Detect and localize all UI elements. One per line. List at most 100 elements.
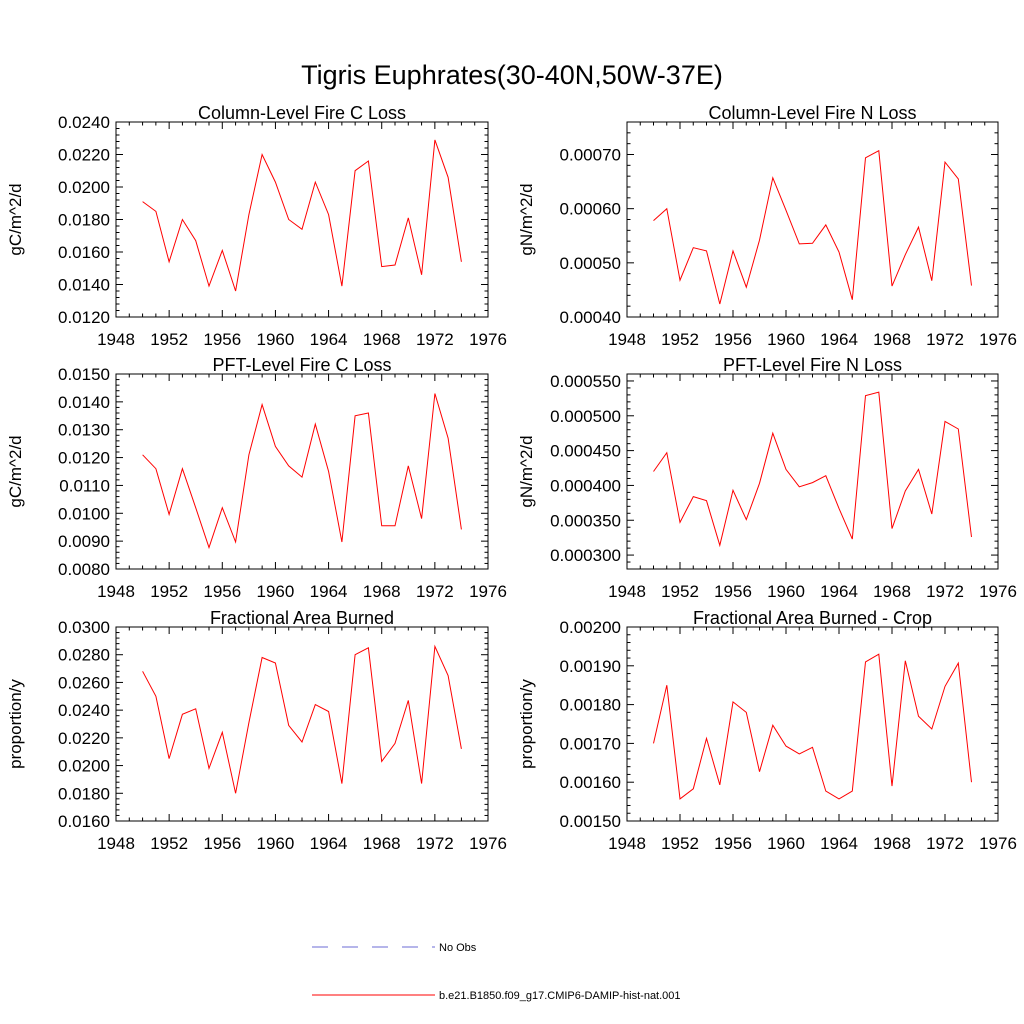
chart-panel-1: Column-Level Fire C Loss gC/m^2/d 1948 1952… — [6, 103, 507, 349]
legend-label: No Obs — [439, 942, 477, 954]
series-line — [142, 139, 462, 292]
chart-panel-4: PFT-Level Fire N Loss gN/m^2/d 1948 1952 195… — [517, 355, 1017, 601]
y-tick-label: 0.0140 — [58, 393, 110, 412]
panel-title: Column-Level Fire C Loss — [198, 103, 406, 123]
panel-title: PFT-Level Fire C Loss — [212, 355, 391, 375]
y-tick-label: 0.0300 — [58, 618, 110, 637]
series-line — [653, 391, 972, 548]
x-tick-label: 1956 — [714, 582, 752, 601]
x-tick-label: 1948 — [97, 330, 135, 349]
x-tick-label: 1964 — [820, 330, 858, 349]
y-tick-label: 0.00040 — [560, 308, 621, 327]
x-tick-label: 1952 — [661, 582, 699, 601]
y-tick-label: 0.00180 — [560, 696, 621, 715]
x-tick-label: 1956 — [203, 834, 241, 853]
y-tick-label: 0.0200 — [58, 757, 110, 776]
x-tick-label: 1972 — [926, 582, 964, 601]
series-line — [142, 644, 462, 794]
y-tick-label: 0.00190 — [560, 657, 621, 676]
panel-title: PFT-Level Fire N Loss — [723, 355, 902, 375]
x-tick-label: 1956 — [714, 834, 752, 853]
x-tick-label: 1968 — [363, 330, 401, 349]
x-tick-label: 1948 — [97, 582, 135, 601]
y-axis-label: proportion/y — [517, 679, 536, 769]
panel-title: Column-Level Fire N Loss — [708, 103, 916, 123]
x-tick-label: 1972 — [416, 582, 454, 601]
y-tick-label: 0.000400 — [550, 476, 621, 495]
x-tick-label: 1956 — [714, 330, 752, 349]
x-tick-label: 1968 — [363, 834, 401, 853]
x-tick-label: 1964 — [820, 834, 858, 853]
chart-panel-5: Fractional Area Burned proportion/y 1948 19… — [6, 608, 507, 853]
x-tick-label: 1952 — [150, 330, 188, 349]
y-tick-label: 0.0240 — [58, 701, 110, 720]
x-tick-label: 1968 — [873, 330, 911, 349]
y-tick-label: 0.0120 — [58, 449, 110, 468]
x-tick-label: 1952 — [150, 834, 188, 853]
x-tick-label: 1976 — [979, 834, 1017, 853]
y-tick-label: 0.00160 — [560, 773, 621, 792]
x-tick-label: 1968 — [873, 834, 911, 853]
panel-title: Fractional Area Burned — [210, 608, 394, 628]
y-tick-label: 0.0180 — [58, 211, 110, 230]
series-line — [653, 653, 972, 800]
x-tick-label: 1960 — [767, 834, 805, 853]
chart-panel-6: Fractional Area Burned - Crop proportion/… — [517, 608, 1017, 853]
figure-title: Tigris Euphrates(30-40N,50W-37E) — [301, 60, 723, 90]
plot-frame — [626, 121, 999, 318]
y-tick-label: 0.0220 — [58, 146, 110, 165]
legend-entry: No Obs — [312, 942, 477, 954]
y-tick-label: 0.00070 — [560, 146, 621, 165]
x-tick-label: 1960 — [767, 330, 805, 349]
x-tick-label: 1964 — [310, 834, 348, 853]
y-tick-label: 0.00150 — [560, 812, 621, 831]
x-tick-label: 1972 — [926, 330, 964, 349]
y-tick-label: 0.0260 — [58, 673, 110, 692]
x-tick-label: 1956 — [203, 330, 241, 349]
plot-frame — [115, 626, 489, 822]
chart-panel-2: Column-Level Fire N Loss gN/m^2/d 1948 1952… — [517, 103, 1017, 349]
y-tick-label: 0.000350 — [550, 511, 621, 530]
plot-frame — [626, 373, 999, 570]
y-tick-label: 0.0120 — [58, 308, 110, 327]
x-tick-label: 1972 — [416, 330, 454, 349]
y-tick-label: 0.0090 — [58, 532, 110, 551]
y-axis-label: gC/m^2/d — [6, 183, 25, 255]
plot-frame — [626, 626, 999, 822]
y-tick-label: 0.000550 — [550, 372, 621, 391]
y-axis-label: gN/m^2/d — [517, 435, 536, 507]
x-tick-label: 1956 — [203, 582, 241, 601]
x-tick-label: 1968 — [873, 582, 911, 601]
y-tick-label: 0.0110 — [59, 476, 110, 495]
y-tick-label: 0.00060 — [560, 200, 621, 219]
panel-title: Fractional Area Burned - Crop — [693, 608, 932, 628]
x-tick-label: 1952 — [661, 330, 699, 349]
y-tick-label: 0.0160 — [58, 812, 110, 831]
x-tick-label: 1964 — [820, 582, 858, 601]
x-tick-label: 1960 — [257, 582, 295, 601]
y-tick-label: 0.0160 — [58, 243, 110, 262]
x-tick-label: 1976 — [469, 834, 507, 853]
x-tick-label: 1960 — [257, 330, 295, 349]
x-tick-label: 1976 — [469, 582, 507, 601]
y-tick-label: 0.0200 — [58, 178, 110, 197]
x-tick-label: 1976 — [979, 330, 1017, 349]
y-tick-label: 0.000450 — [550, 442, 621, 461]
legend-entry: b.e21.B1850.f09_g17.CMIP6-DAMIP-hist-nat… — [312, 990, 681, 1002]
y-axis-label: proportion/y — [6, 679, 25, 769]
y-tick-label: 0.0140 — [58, 276, 110, 295]
x-tick-label: 1976 — [469, 330, 507, 349]
x-tick-label: 1952 — [661, 834, 699, 853]
series-line — [653, 149, 972, 305]
y-tick-label: 0.000300 — [550, 546, 621, 565]
x-tick-label: 1948 — [608, 834, 646, 853]
panel-grid: Column-Level Fire C Loss gC/m^2/d 1948 1952… — [6, 103, 1017, 853]
x-tick-label: 1968 — [363, 582, 401, 601]
y-tick-label: 0.000500 — [550, 407, 621, 426]
x-tick-label: 1976 — [979, 582, 1017, 601]
x-tick-label: 1948 — [608, 330, 646, 349]
plot-frame — [115, 373, 489, 570]
y-tick-label: 0.0220 — [58, 729, 110, 748]
x-tick-label: 1952 — [150, 582, 188, 601]
y-tick-label: 0.0240 — [58, 113, 110, 132]
